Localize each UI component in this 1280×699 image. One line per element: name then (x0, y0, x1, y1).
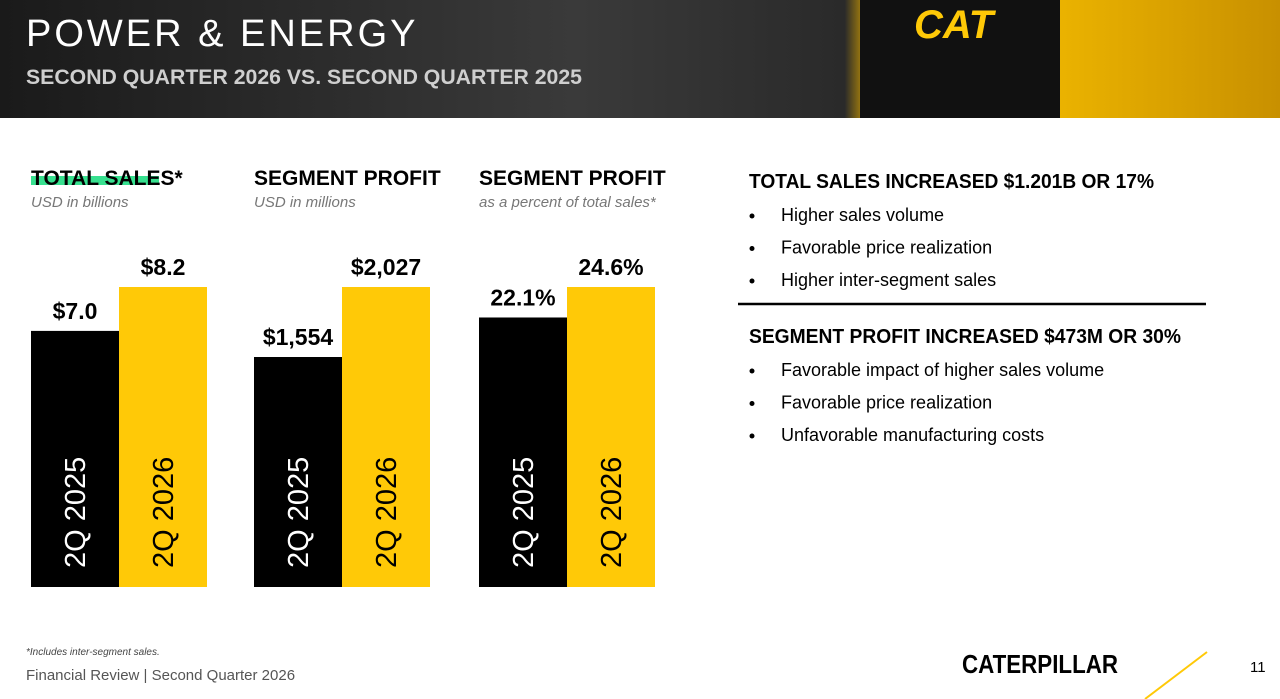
bullet-text: Favorable impact of higher sales volume (781, 360, 1104, 380)
value-label: 22.1% (490, 284, 555, 310)
bullet-text: Higher sales volume (781, 205, 944, 225)
bullet-text: Higher inter-segment sales (781, 270, 996, 290)
category-label: 2Q 2025 (283, 457, 315, 568)
bullet-text: Favorable price realization (781, 238, 992, 258)
page-title: POWER & ENERGY (26, 13, 419, 55)
bar (31, 330, 119, 587)
footer-text: Financial Review | Second Quarter 2026 (26, 667, 295, 684)
banner-logo: CAT (914, 3, 997, 47)
bullet-text: Favorable price realization (781, 393, 992, 413)
page-number: 11 (1250, 659, 1266, 676)
value-label: 24.6% (578, 254, 643, 280)
category-label: 2Q 2026 (371, 457, 403, 568)
bullet-dot (749, 278, 755, 284)
category-label: 2Q 2025 (60, 457, 92, 568)
value-label: $1,554 (263, 324, 334, 350)
chart-subtitle: USD in billions (31, 194, 129, 211)
chart-title: TOTAL SALES* (31, 167, 184, 190)
bullet-dot (749, 368, 755, 374)
bar (119, 287, 207, 587)
bullet-dot (749, 246, 755, 251)
chart-subtitle: USD in millions (254, 194, 356, 211)
bullet-dot (749, 433, 755, 439)
bullet-dot (749, 213, 755, 219)
chart-subtitle: as a percent of total sales* (479, 194, 657, 211)
bar (567, 287, 655, 587)
brand-logo: CATERPILLAR (962, 649, 1118, 679)
value-label: $2,027 (351, 254, 421, 280)
summary-heading: SEGMENT PROFIT INCREASED $473M OR 30% (749, 326, 1181, 348)
highlight (31, 176, 159, 185)
summary-heading: TOTAL SALES INCREASED $1.201B OR 17% (749, 171, 1154, 193)
category-label: 2Q 2026 (148, 457, 180, 568)
logo-stroke (1144, 651, 1208, 699)
chart-title: SEGMENT PROFIT (254, 167, 441, 190)
chart-title: SEGMENT PROFIT (479, 167, 666, 190)
page-subtitle: SECOND QUARTER 2026 VS. SECOND QUARTER 2… (26, 66, 582, 89)
bar (479, 317, 567, 587)
banner-panel (860, 0, 1060, 118)
bullet-text: Unfavorable manufacturing costs (781, 425, 1044, 445)
header-banner (0, 0, 1280, 118)
category-label: 2Q 2026 (596, 457, 628, 568)
bar (342, 287, 430, 587)
value-label: $7.0 (53, 298, 98, 324)
bullet-dot (749, 401, 755, 406)
category-label: 2Q 2025 (508, 457, 540, 568)
bar (254, 357, 342, 587)
footnote: *Includes inter-segment sales. (26, 647, 160, 658)
value-label: $8.2 (141, 254, 186, 280)
